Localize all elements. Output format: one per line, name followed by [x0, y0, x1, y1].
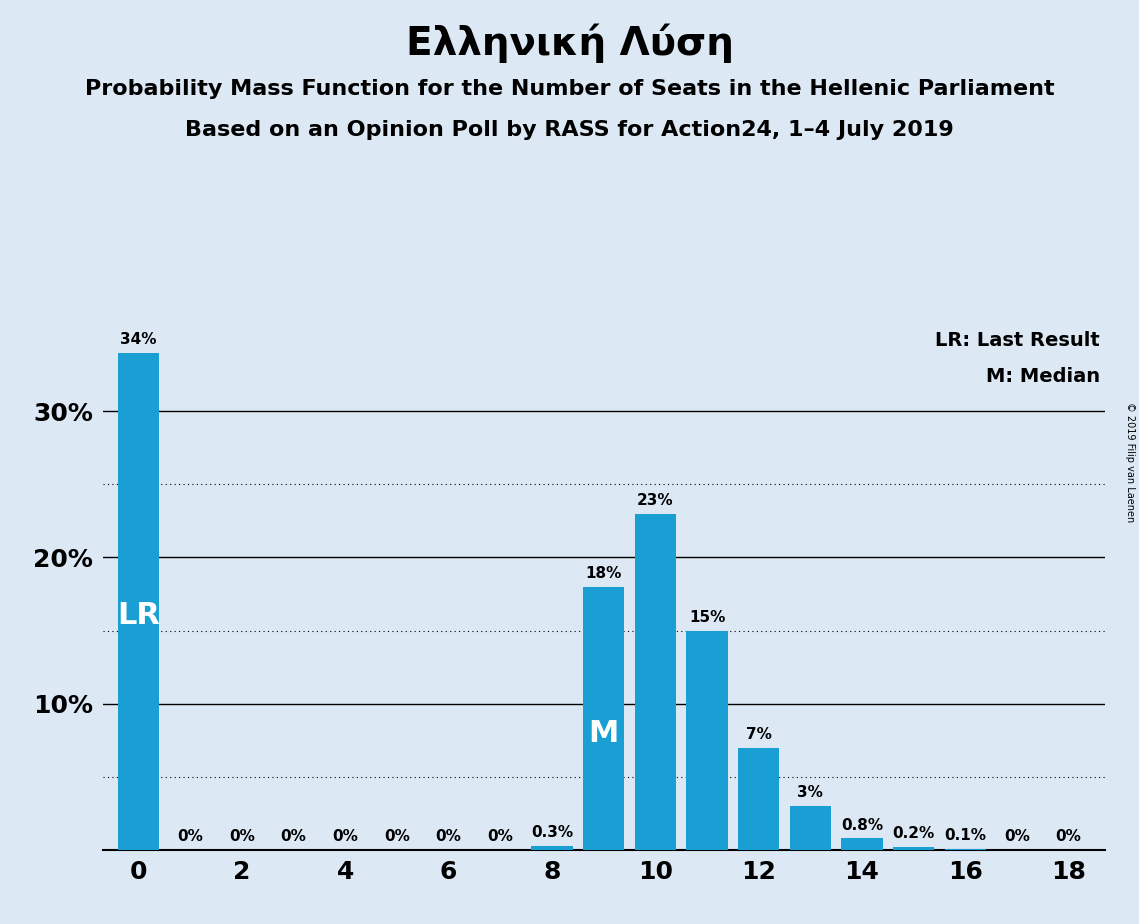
- Text: LR: LR: [117, 602, 161, 630]
- Text: 0%: 0%: [178, 829, 203, 845]
- Text: 0%: 0%: [384, 829, 410, 845]
- Text: 15%: 15%: [689, 610, 726, 625]
- Text: 7%: 7%: [746, 727, 771, 742]
- Bar: [738, 748, 779, 850]
- Text: M: M: [589, 719, 618, 748]
- Text: 34%: 34%: [121, 332, 157, 346]
- Text: 0.3%: 0.3%: [531, 825, 573, 840]
- Text: 18%: 18%: [585, 565, 622, 581]
- Text: 0%: 0%: [229, 829, 255, 845]
- Bar: [118, 353, 159, 850]
- Bar: [531, 845, 573, 850]
- Text: 23%: 23%: [637, 492, 673, 508]
- Bar: [944, 848, 986, 850]
- Text: Ελληνική Λύση: Ελληνική Λύση: [405, 23, 734, 63]
- Text: 3%: 3%: [797, 785, 823, 800]
- Bar: [687, 631, 728, 850]
- Text: 0.2%: 0.2%: [893, 826, 935, 841]
- Text: © 2019 Filip van Laenen: © 2019 Filip van Laenen: [1125, 402, 1134, 522]
- Text: 0.1%: 0.1%: [944, 828, 986, 843]
- Text: 0%: 0%: [436, 829, 461, 845]
- Text: 0%: 0%: [487, 829, 514, 845]
- Bar: [634, 514, 677, 850]
- Bar: [789, 806, 831, 850]
- Text: LR: Last Result: LR: Last Result: [935, 331, 1099, 349]
- Text: 0%: 0%: [1056, 829, 1082, 845]
- Text: Based on an Opinion Poll by RASS for Action24, 1–4 July 2019: Based on an Opinion Poll by RASS for Act…: [186, 120, 953, 140]
- Bar: [842, 838, 883, 850]
- Text: Probability Mass Function for the Number of Seats in the Hellenic Parliament: Probability Mass Function for the Number…: [84, 79, 1055, 99]
- Text: 0%: 0%: [333, 829, 359, 845]
- Text: 0.8%: 0.8%: [841, 818, 883, 833]
- Bar: [893, 847, 934, 850]
- Text: 0%: 0%: [280, 829, 306, 845]
- Text: 0%: 0%: [1005, 829, 1030, 845]
- Text: M: Median: M: Median: [985, 368, 1099, 386]
- Bar: [583, 587, 624, 850]
